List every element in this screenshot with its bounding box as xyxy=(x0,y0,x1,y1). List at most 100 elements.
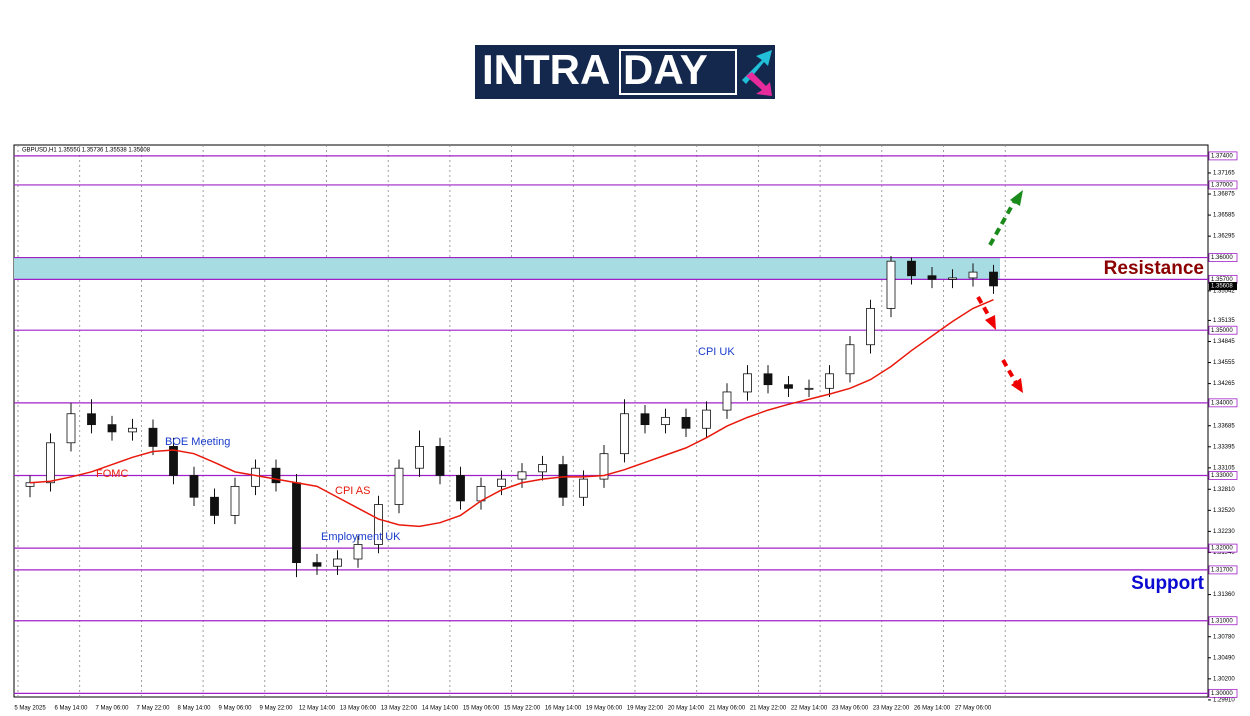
level-label: 1.35000 xyxy=(1211,328,1233,334)
logo: INTRA DAY xyxy=(475,45,775,99)
logo-text: DAY xyxy=(623,46,708,93)
candle-body xyxy=(845,344,855,375)
candle-body xyxy=(948,277,957,280)
annotation: Employment UK xyxy=(321,531,401,543)
candle-body xyxy=(579,478,588,498)
annotation: FOMC xyxy=(96,468,128,480)
chart-title: GBPUSD,H1 1.35550 1.35736 1.35538 1.3560… xyxy=(22,148,151,154)
last-price-box xyxy=(1209,282,1237,291)
y-tick-label: 1.33395 xyxy=(1213,444,1235,450)
candle-body xyxy=(128,427,137,433)
x-tick-label: 12 May 14:00 xyxy=(299,706,336,712)
level-label: 1.30000 xyxy=(1211,691,1233,697)
support-label: Support xyxy=(1131,573,1204,594)
candle-body xyxy=(538,464,547,473)
arrow-head xyxy=(985,315,996,330)
x-tick-label: 16 May 14:00 xyxy=(545,706,582,712)
y-tick-label: 1.30780 xyxy=(1213,634,1235,640)
resistance-zone xyxy=(14,257,1000,280)
candle-body xyxy=(722,391,732,411)
candle-body xyxy=(681,416,691,429)
candle-body xyxy=(763,373,773,386)
level-label: 1.31700 xyxy=(1211,567,1233,573)
x-tick-label: 9 May 22:00 xyxy=(259,706,293,712)
y-tick-label: 1.30490 xyxy=(1213,655,1235,661)
x-tick-label: 21 May 22:00 xyxy=(750,706,787,712)
y-tick-label: 1.36585 xyxy=(1213,213,1235,219)
logo-arrow xyxy=(746,72,772,96)
level-label-box xyxy=(1208,398,1238,408)
level-label: 1.34000 xyxy=(1211,400,1233,406)
y-tick-label: 1.31360 xyxy=(1213,592,1235,598)
arrow-head xyxy=(1010,190,1023,206)
candle-body xyxy=(702,409,711,429)
candle-body xyxy=(415,446,424,469)
candle-body xyxy=(312,562,322,567)
candle-body xyxy=(353,544,363,560)
candle-body xyxy=(87,413,96,426)
x-tick-label: 22 May 14:00 xyxy=(791,706,828,712)
annotation: BOE Meeting xyxy=(165,436,230,448)
resistance-label: Resistance xyxy=(1104,258,1204,279)
moving-average xyxy=(29,299,994,528)
y-tick-label: 1.31940 xyxy=(1213,550,1235,556)
candle-body xyxy=(661,416,670,426)
candle-body xyxy=(251,467,260,487)
y-tick-label: 1.32520 xyxy=(1213,508,1235,514)
level-label: 1.31000 xyxy=(1211,618,1233,624)
candle-body xyxy=(333,558,342,567)
candle-body xyxy=(927,275,937,280)
candle-body xyxy=(107,424,117,433)
annotation: CPI UK xyxy=(698,346,735,358)
y-tick-label: 1.37165 xyxy=(1213,171,1235,177)
level-label: 1.36000 xyxy=(1211,255,1233,261)
x-tick-label: 19 May 22:00 xyxy=(627,706,664,712)
candle-body xyxy=(394,467,404,505)
candle-body xyxy=(374,504,383,545)
annotation: CPI AS xyxy=(335,485,370,497)
logo-box xyxy=(619,49,737,95)
x-tick-label: 13 May 06:00 xyxy=(340,706,377,712)
y-tick-label: 1.29910 xyxy=(1213,697,1235,703)
level-label-box xyxy=(1208,543,1238,553)
level-label-box xyxy=(1208,616,1238,626)
candle-body xyxy=(825,373,834,389)
x-tick-label: 26 May 14:00 xyxy=(914,706,951,712)
y-tick-label: 1.33105 xyxy=(1213,465,1235,471)
candle-body xyxy=(169,446,178,476)
level-label: 1.35700 xyxy=(1211,277,1233,283)
arrow-up xyxy=(988,201,1016,246)
y-tick-label: 1.36875 xyxy=(1213,192,1235,198)
level-label-box xyxy=(1208,565,1238,575)
x-tick-label: 13 May 22:00 xyxy=(381,706,418,712)
level-label-box xyxy=(1208,471,1238,480)
level-label-box xyxy=(1208,325,1238,335)
arrow-down xyxy=(976,296,992,319)
candle-body xyxy=(886,260,896,309)
candle-body xyxy=(497,478,506,487)
candle-body xyxy=(968,271,978,279)
y-tick-label: 1.32810 xyxy=(1213,487,1235,493)
plot xyxy=(25,256,998,578)
y-tick-label: 1.30200 xyxy=(1213,676,1235,682)
x-tick-label: 7 May 22:00 xyxy=(136,706,170,712)
candle-body xyxy=(640,413,650,426)
x-tick-label: 15 May 22:00 xyxy=(504,706,541,712)
level-label-box xyxy=(1208,253,1238,262)
candle-body xyxy=(989,271,998,287)
arrow-head xyxy=(1011,378,1023,393)
candle-body xyxy=(620,413,629,455)
candle-body xyxy=(599,453,609,480)
y-tick-label: 1.33685 xyxy=(1213,423,1235,429)
candle-body xyxy=(558,464,568,498)
candle-body xyxy=(784,384,793,389)
candle-body xyxy=(435,446,445,476)
candle-body xyxy=(66,413,76,444)
level-label: 1.32000 xyxy=(1211,546,1233,552)
x-tick-label: 14 May 14:00 xyxy=(422,706,459,712)
candle-body xyxy=(292,482,301,564)
y-tick-label: 1.36295 xyxy=(1213,234,1235,240)
level-label-box xyxy=(1208,688,1238,698)
x-tick-label: 23 May 06:00 xyxy=(832,706,869,712)
y-tick-label: 1.34265 xyxy=(1213,381,1235,387)
